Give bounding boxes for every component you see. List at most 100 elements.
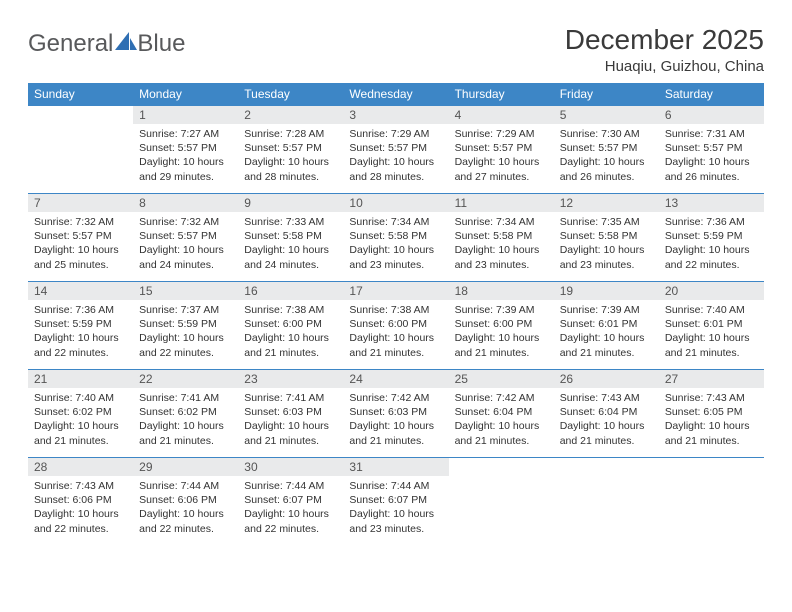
- calendar-cell: 1Sunrise: 7:27 AMSunset: 5:57 PMDaylight…: [133, 106, 238, 194]
- day-number: 12: [554, 194, 659, 212]
- day-number: 7: [28, 194, 133, 212]
- weekday-header-row: SundayMondayTuesdayWednesdayThursdayFrid…: [28, 83, 764, 106]
- day-number: 28: [28, 458, 133, 476]
- logo-text-blue: Blue: [137, 30, 185, 58]
- day-number: 2: [238, 106, 343, 124]
- day-details: Sunrise: 7:29 AMSunset: 5:57 PMDaylight:…: [343, 124, 448, 188]
- weekday-header: Friday: [554, 83, 659, 106]
- weekday-header: Saturday: [659, 83, 764, 106]
- day-number: 31: [343, 458, 448, 476]
- calendar-cell: 16Sunrise: 7:38 AMSunset: 6:00 PMDayligh…: [238, 282, 343, 370]
- location-label: Huaqiu, Guizhou, China: [565, 58, 764, 75]
- day-details: Sunrise: 7:31 AMSunset: 5:57 PMDaylight:…: [659, 124, 764, 188]
- calendar-cell: 21Sunrise: 7:40 AMSunset: 6:02 PMDayligh…: [28, 370, 133, 458]
- calendar-cell: 29Sunrise: 7:44 AMSunset: 6:06 PMDayligh…: [133, 458, 238, 546]
- calendar-table: SundayMondayTuesdayWednesdayThursdayFrid…: [28, 83, 764, 546]
- day-details: Sunrise: 7:37 AMSunset: 5:59 PMDaylight:…: [133, 300, 238, 364]
- weekday-header: Sunday: [28, 83, 133, 106]
- day-details: Sunrise: 7:43 AMSunset: 6:04 PMDaylight:…: [554, 388, 659, 452]
- day-number: 14: [28, 282, 133, 300]
- calendar-cell: 31Sunrise: 7:44 AMSunset: 6:07 PMDayligh…: [343, 458, 448, 546]
- day-number: 21: [28, 370, 133, 388]
- day-number: 27: [659, 370, 764, 388]
- day-details: Sunrise: 7:43 AMSunset: 6:06 PMDaylight:…: [28, 476, 133, 540]
- calendar-cell: 4Sunrise: 7:29 AMSunset: 5:57 PMDaylight…: [449, 106, 554, 194]
- calendar-cell: 20Sunrise: 7:40 AMSunset: 6:01 PMDayligh…: [659, 282, 764, 370]
- logo-text-general: General: [28, 30, 113, 58]
- day-number: 10: [343, 194, 448, 212]
- day-number: 3: [343, 106, 448, 124]
- weekday-header: Tuesday: [238, 83, 343, 106]
- day-details: Sunrise: 7:41 AMSunset: 6:02 PMDaylight:…: [133, 388, 238, 452]
- calendar-body: 1Sunrise: 7:27 AMSunset: 5:57 PMDaylight…: [28, 106, 764, 546]
- day-details: Sunrise: 7:34 AMSunset: 5:58 PMDaylight:…: [449, 212, 554, 276]
- calendar-week-row: 1Sunrise: 7:27 AMSunset: 5:57 PMDaylight…: [28, 106, 764, 194]
- day-details: Sunrise: 7:38 AMSunset: 6:00 PMDaylight:…: [238, 300, 343, 364]
- day-details: Sunrise: 7:27 AMSunset: 5:57 PMDaylight:…: [133, 124, 238, 188]
- calendar-cell: [659, 458, 764, 546]
- day-number: 24: [343, 370, 448, 388]
- weekday-header: Wednesday: [343, 83, 448, 106]
- calendar-cell: 9Sunrise: 7:33 AMSunset: 5:58 PMDaylight…: [238, 194, 343, 282]
- day-details: Sunrise: 7:40 AMSunset: 6:01 PMDaylight:…: [659, 300, 764, 364]
- day-details: Sunrise: 7:28 AMSunset: 5:57 PMDaylight:…: [238, 124, 343, 188]
- calendar-cell: 17Sunrise: 7:38 AMSunset: 6:00 PMDayligh…: [343, 282, 448, 370]
- day-details: Sunrise: 7:30 AMSunset: 5:57 PMDaylight:…: [554, 124, 659, 188]
- day-number: 1: [133, 106, 238, 124]
- day-details: Sunrise: 7:33 AMSunset: 5:58 PMDaylight:…: [238, 212, 343, 276]
- page-title: December 2025: [565, 24, 764, 56]
- day-details: Sunrise: 7:34 AMSunset: 5:58 PMDaylight:…: [343, 212, 448, 276]
- day-details: Sunrise: 7:42 AMSunset: 6:03 PMDaylight:…: [343, 388, 448, 452]
- calendar-cell: 30Sunrise: 7:44 AMSunset: 6:07 PMDayligh…: [238, 458, 343, 546]
- calendar-cell: 14Sunrise: 7:36 AMSunset: 5:59 PMDayligh…: [28, 282, 133, 370]
- day-number: 17: [343, 282, 448, 300]
- day-number: 11: [449, 194, 554, 212]
- calendar-cell: 7Sunrise: 7:32 AMSunset: 5:57 PMDaylight…: [28, 194, 133, 282]
- calendar-week-row: 14Sunrise: 7:36 AMSunset: 5:59 PMDayligh…: [28, 282, 764, 370]
- weekday-header: Thursday: [449, 83, 554, 106]
- calendar-cell: 27Sunrise: 7:43 AMSunset: 6:05 PMDayligh…: [659, 370, 764, 458]
- day-number: 23: [238, 370, 343, 388]
- title-block: December 2025 Huaqiu, Guizhou, China: [565, 24, 764, 75]
- day-number: 18: [449, 282, 554, 300]
- day-details: Sunrise: 7:32 AMSunset: 5:57 PMDaylight:…: [133, 212, 238, 276]
- calendar-cell: 12Sunrise: 7:35 AMSunset: 5:58 PMDayligh…: [554, 194, 659, 282]
- logo: General Blue: [28, 24, 185, 58]
- calendar-cell: 19Sunrise: 7:39 AMSunset: 6:01 PMDayligh…: [554, 282, 659, 370]
- day-details: Sunrise: 7:41 AMSunset: 6:03 PMDaylight:…: [238, 388, 343, 452]
- day-number: 9: [238, 194, 343, 212]
- calendar-cell: 3Sunrise: 7:29 AMSunset: 5:57 PMDaylight…: [343, 106, 448, 194]
- day-number: 4: [449, 106, 554, 124]
- day-details: Sunrise: 7:38 AMSunset: 6:00 PMDaylight:…: [343, 300, 448, 364]
- calendar-cell: 5Sunrise: 7:30 AMSunset: 5:57 PMDaylight…: [554, 106, 659, 194]
- day-number: 29: [133, 458, 238, 476]
- calendar-cell: 15Sunrise: 7:37 AMSunset: 5:59 PMDayligh…: [133, 282, 238, 370]
- day-number: 15: [133, 282, 238, 300]
- day-details: Sunrise: 7:42 AMSunset: 6:04 PMDaylight:…: [449, 388, 554, 452]
- calendar-week-row: 28Sunrise: 7:43 AMSunset: 6:06 PMDayligh…: [28, 458, 764, 546]
- calendar-cell: [554, 458, 659, 546]
- day-details: Sunrise: 7:44 AMSunset: 6:06 PMDaylight:…: [133, 476, 238, 540]
- day-details: Sunrise: 7:35 AMSunset: 5:58 PMDaylight:…: [554, 212, 659, 276]
- day-number: 30: [238, 458, 343, 476]
- calendar-week-row: 21Sunrise: 7:40 AMSunset: 6:02 PMDayligh…: [28, 370, 764, 458]
- day-details: Sunrise: 7:29 AMSunset: 5:57 PMDaylight:…: [449, 124, 554, 188]
- day-details: Sunrise: 7:44 AMSunset: 6:07 PMDaylight:…: [238, 476, 343, 540]
- calendar-cell: 6Sunrise: 7:31 AMSunset: 5:57 PMDaylight…: [659, 106, 764, 194]
- calendar-cell: 28Sunrise: 7:43 AMSunset: 6:06 PMDayligh…: [28, 458, 133, 546]
- day-details: Sunrise: 7:36 AMSunset: 5:59 PMDaylight:…: [28, 300, 133, 364]
- day-number: 8: [133, 194, 238, 212]
- calendar-cell: 18Sunrise: 7:39 AMSunset: 6:00 PMDayligh…: [449, 282, 554, 370]
- logo-sail-icon: [115, 32, 137, 52]
- calendar-cell: [449, 458, 554, 546]
- day-number: 6: [659, 106, 764, 124]
- day-details: Sunrise: 7:44 AMSunset: 6:07 PMDaylight:…: [343, 476, 448, 540]
- calendar-week-row: 7Sunrise: 7:32 AMSunset: 5:57 PMDaylight…: [28, 194, 764, 282]
- calendar-cell: 25Sunrise: 7:42 AMSunset: 6:04 PMDayligh…: [449, 370, 554, 458]
- calendar-cell: 13Sunrise: 7:36 AMSunset: 5:59 PMDayligh…: [659, 194, 764, 282]
- calendar-cell: 8Sunrise: 7:32 AMSunset: 5:57 PMDaylight…: [133, 194, 238, 282]
- day-number: 16: [238, 282, 343, 300]
- day-details: Sunrise: 7:36 AMSunset: 5:59 PMDaylight:…: [659, 212, 764, 276]
- calendar-cell: 10Sunrise: 7:34 AMSunset: 5:58 PMDayligh…: [343, 194, 448, 282]
- calendar-cell: 22Sunrise: 7:41 AMSunset: 6:02 PMDayligh…: [133, 370, 238, 458]
